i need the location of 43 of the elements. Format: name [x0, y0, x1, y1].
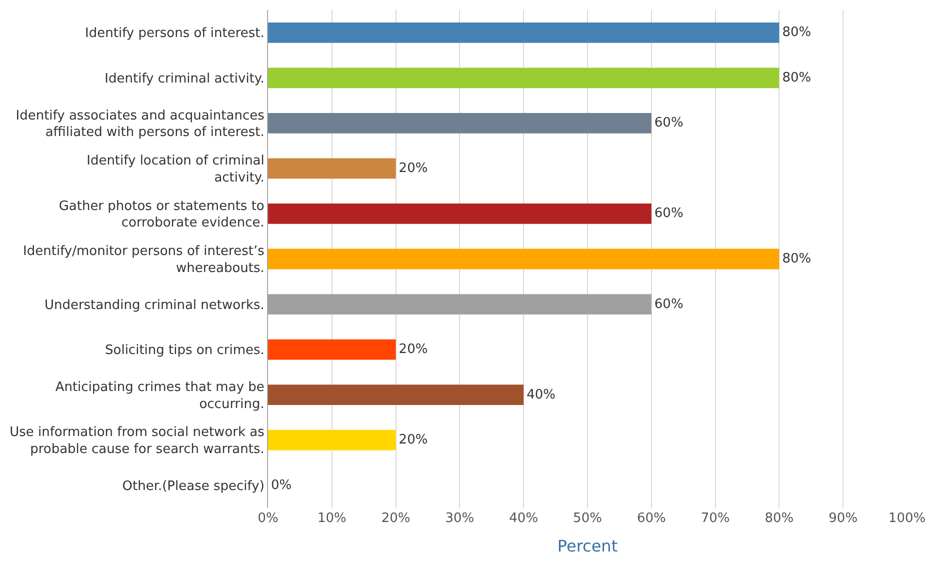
y-tick-label: Gather photos or statements to corroborate evidence.: [58, 198, 264, 231]
y-tick-label: Understanding criminal networks.: [44, 298, 264, 313]
y-tick-label: Identify associates and acquaintances affiliated with persons of interest.: [16, 108, 265, 140]
x-tick-label: 90%: [828, 511, 858, 526]
bar: [268, 248, 780, 270]
y-tick-label: Identify criminal activity.: [104, 71, 264, 86]
data-label: 0%: [271, 478, 292, 493]
y-tick-label: Use information from social network as probable cause for search warrants.: [10, 425, 265, 458]
bar: [268, 384, 524, 405]
x-axis-title: Percent: [557, 536, 618, 556]
data-label: 60%: [654, 296, 684, 312]
bar: [268, 339, 396, 360]
x-tick-label: 100%: [888, 511, 926, 526]
x-tick-label: 70%: [700, 511, 730, 526]
x-tick-label: 10%: [317, 511, 346, 526]
x-tick-label: 20%: [381, 511, 410, 526]
data-label: 20%: [398, 432, 428, 448]
x-tick-label: 60%: [636, 511, 666, 526]
y-tick-label: Anticipating crimes that may be occurring.: [55, 380, 264, 412]
data-label: 80%: [782, 252, 812, 266]
data-label: 80%: [782, 70, 812, 86]
y-tick-label: Soliciting tips on crimes.: [105, 343, 264, 358]
bar: [268, 68, 780, 88]
bar: [268, 430, 396, 450]
x-tick-label: 80%: [764, 511, 794, 526]
bar: [268, 204, 652, 224]
data-label: 60%: [654, 206, 684, 222]
x-tick-label: 40%: [509, 511, 538, 526]
data-label: 40%: [526, 387, 556, 402]
data-label: 20%: [398, 342, 428, 358]
bar: [268, 22, 780, 43]
x-tick-label: 30%: [445, 511, 474, 526]
y-tick-label: Identify/monitor persons of interest’s whereabouts.: [23, 244, 265, 276]
data-label: 60%: [654, 116, 684, 131]
bar: [268, 113, 652, 134]
bar: [268, 158, 396, 179]
x-tick-label: 50%: [573, 511, 602, 526]
y-tick-label: Other.(Please specify): [122, 478, 264, 494]
y-tick-label: Identify location of criminal activity.: [86, 154, 264, 186]
data-label: 20%: [398, 160, 428, 176]
x-tick-label: 0%: [258, 511, 278, 526]
data-label: 80%: [782, 25, 812, 40]
y-tick-label: Identify persons of interest.: [85, 26, 264, 42]
